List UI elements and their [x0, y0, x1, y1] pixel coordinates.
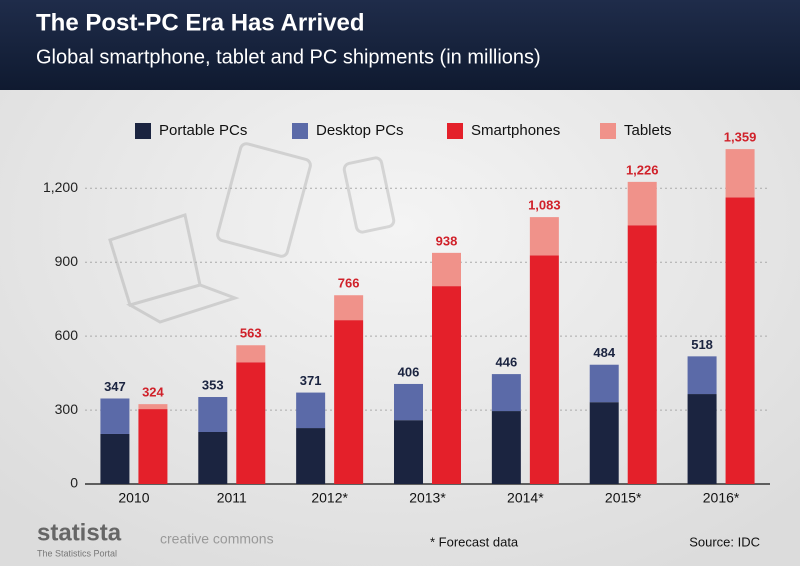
- bar-segment: [198, 397, 228, 433]
- x-tick-label: 2016*: [703, 490, 740, 506]
- x-tick-label: 2014*: [507, 490, 544, 506]
- brand: statista: [37, 519, 122, 546]
- bar-segment: [432, 252, 461, 287]
- y-tick-label: 600: [55, 327, 79, 343]
- total-label: 1,083: [528, 198, 561, 213]
- bar-segment: [589, 364, 619, 403]
- device-illustration: [108, 142, 396, 324]
- bar-segment: [334, 295, 364, 321]
- header-band: [0, 0, 800, 90]
- total-label: 353: [202, 377, 224, 392]
- source: Source: IDC: [689, 534, 760, 549]
- bar-segment: [296, 392, 326, 429]
- bar-segment: [687, 356, 717, 395]
- bar-segment: [100, 433, 130, 484]
- bar-segment: [100, 398, 130, 434]
- x-tick-label: 2013*: [409, 490, 446, 506]
- total-label: 347: [104, 379, 126, 394]
- total-label: 1,226: [626, 162, 659, 177]
- y-tick-label: 300: [55, 401, 79, 417]
- bar-segment: [138, 404, 168, 410]
- total-label: 406: [398, 364, 420, 379]
- total-label: 324: [142, 385, 164, 400]
- bar-segment: [236, 345, 266, 363]
- bar-segment: [491, 374, 521, 412]
- bar-segment: [296, 428, 326, 484]
- total-label: 766: [338, 276, 360, 291]
- bar-segment: [491, 411, 521, 484]
- bar-segment: [725, 197, 755, 484]
- total-label: 938: [436, 233, 458, 248]
- bar-segment: [394, 383, 423, 421]
- y-tick-label: 0: [70, 475, 78, 491]
- title: The Post-PC Era Has Arrived: [36, 9, 365, 36]
- total-label: 371: [300, 373, 322, 388]
- bar-segment: [725, 149, 755, 198]
- bar-segment: [589, 402, 619, 484]
- legend-swatch: [292, 123, 308, 139]
- legend-label: Portable PCs: [159, 122, 247, 139]
- total-label: 563: [240, 326, 262, 341]
- legend-label: Smartphones: [471, 122, 560, 139]
- y-tick-label: 900: [55, 253, 79, 269]
- bar-segment: [236, 362, 266, 484]
- subtitle: Global smartphone, tablet and PC shipmen…: [36, 46, 541, 68]
- bar-segment: [529, 217, 559, 256]
- bar-segment: [334, 320, 364, 484]
- bar-segment: [138, 409, 168, 484]
- x-tick-label: 2012*: [311, 490, 348, 506]
- bar-segment: [529, 255, 559, 484]
- legend-swatch: [600, 123, 616, 139]
- legend-label: Tablets: [624, 122, 672, 139]
- x-tick-label: 2011: [217, 490, 247, 506]
- legend-swatch: [135, 123, 151, 139]
- bar-segment: [432, 286, 461, 484]
- bar-segment: [198, 432, 228, 484]
- total-label: 484: [593, 345, 615, 360]
- brand-tagline: The Statistics Portal: [37, 548, 117, 558]
- y-tick-label: 1,200: [43, 179, 78, 195]
- forecast-note: * Forecast data: [430, 534, 519, 549]
- total-label: 446: [496, 355, 518, 370]
- legend-swatch: [447, 123, 463, 139]
- bar-segment: [687, 394, 717, 484]
- x-tick-label: 2010: [118, 490, 149, 506]
- x-tick-label: 2015*: [605, 490, 642, 506]
- bar-segment: [627, 181, 657, 226]
- total-label: 1,359: [724, 130, 757, 145]
- bar-segment: [394, 420, 423, 484]
- legend-label: Desktop PCs: [316, 122, 404, 139]
- total-label: 518: [691, 337, 713, 352]
- bar-segment: [627, 225, 657, 484]
- license: creative commons: [160, 531, 274, 547]
